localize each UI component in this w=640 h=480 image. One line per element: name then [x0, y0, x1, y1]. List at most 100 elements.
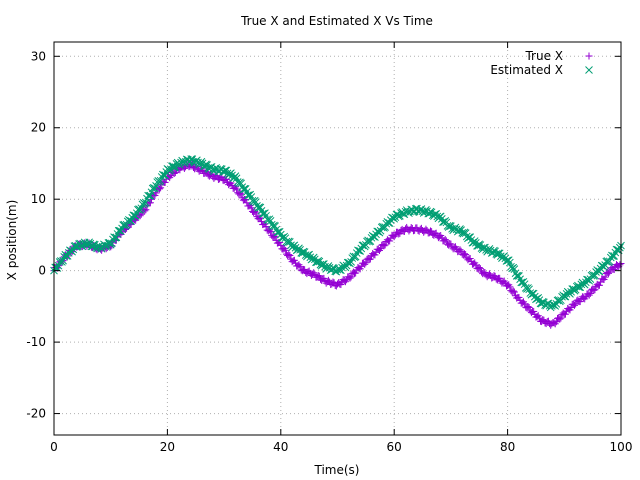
data-point-estimated-x: [544, 299, 553, 308]
data-point-estimated-x: [305, 250, 314, 259]
data-point-estimated-x: [491, 247, 499, 256]
data-point-true-x: [441, 235, 449, 243]
data-point-estimated-x: [207, 163, 216, 171]
y-tick-label: 0: [38, 264, 46, 278]
data-point-estimated-x: [457, 226, 465, 234]
legend-marker-cross: [585, 66, 593, 74]
x-tick-label: 40: [273, 440, 288, 454]
data-point-true-x: [585, 291, 593, 299]
data-point-true-x: [466, 255, 474, 263]
data-point-estimated-x: [504, 256, 513, 264]
data-point-true-x: [485, 270, 493, 278]
data-point-true-x: [556, 315, 564, 323]
legend-marker-true-x: [585, 52, 593, 60]
series-true-x: [50, 160, 625, 329]
data-point-true-x: [571, 301, 579, 309]
data-point-estimated-x: [496, 252, 505, 261]
data-point-true-x: [535, 314, 543, 322]
data-point-estimated-x: [223, 169, 232, 178]
legend-label-true-x: True X: [524, 49, 563, 63]
chart-title: True X and Estimated X Vs Time: [240, 14, 433, 28]
legend-marker-plus: [585, 52, 593, 60]
data-point-estimated-x: [89, 240, 98, 249]
data-point-true-x: [346, 274, 354, 282]
data-point-estimated-x: [70, 242, 79, 251]
data-point-true-x: [366, 255, 374, 263]
data-point-true-x: [310, 269, 318, 277]
data-point-true-x: [141, 207, 149, 215]
data-point-estimated-x: [577, 280, 586, 289]
data-point-true-x: [525, 304, 533, 312]
data-point-true-x: [510, 288, 518, 296]
series-estimated-x: [50, 155, 625, 312]
x-tick-label: 20: [160, 440, 175, 454]
data-point-true-x: [442, 237, 450, 245]
data-point-true-x: [524, 303, 532, 311]
data-point-true-x: [365, 256, 373, 264]
data-point-estimated-x: [261, 209, 269, 218]
data-point-true-x: [496, 274, 504, 282]
data-point-true-x: [601, 273, 609, 281]
data-point-true-x: [476, 265, 484, 273]
data-point-true-x: [586, 289, 594, 297]
data-point-true-x: [262, 223, 270, 231]
data-point-true-x: [576, 298, 584, 306]
data-point-true-x: [281, 246, 289, 254]
data-point-estimated-x: [616, 243, 624, 252]
data-point-estimated-x: [566, 290, 574, 298]
y-tick-label: -20: [26, 407, 46, 421]
data-point-true-x: [286, 252, 294, 260]
data-point-true-x: [509, 287, 517, 295]
axis-ticks: 0 20 40 60 80 100 -20 -10 0 10 20 30: [26, 42, 632, 454]
data-point-true-x: [461, 250, 469, 258]
data-point-true-x: [390, 233, 398, 241]
data-point-true-x: [426, 227, 434, 235]
data-point-true-x: [180, 164, 188, 172]
data-point-true-x: [352, 269, 360, 277]
data-point-true-x: [590, 286, 598, 294]
data-point-true-x: [462, 251, 470, 259]
data-point-true-x: [270, 232, 278, 240]
data-point-true-x: [595, 281, 603, 289]
data-point-estimated-x: [258, 209, 267, 218]
data-point-true-x: [422, 225, 430, 233]
data-point-true-x: [171, 169, 179, 177]
data-point-true-x: [247, 204, 255, 212]
data-point-estimated-x: [519, 277, 528, 286]
data-point-estimated-x: [255, 203, 264, 211]
data-point-estimated-x: [131, 212, 140, 220]
y-tick-label: 20: [31, 121, 46, 135]
data-point-estimated-x: [151, 184, 159, 193]
data-point-true-x: [380, 242, 388, 250]
data-point-estimated-x: [290, 241, 299, 250]
data-point-true-x: [475, 264, 483, 272]
data-point-estimated-x: [145, 191, 154, 200]
data-point-true-x: [561, 310, 569, 318]
data-point-true-x: [377, 245, 385, 253]
data-point-true-x: [202, 168, 210, 176]
legend-marker-estimated-x: [585, 66, 593, 74]
data-point-estimated-x: [114, 226, 123, 235]
data-point-estimated-x: [246, 190, 255, 199]
data-point-true-x: [362, 259, 370, 267]
y-tick-label: 10: [31, 192, 46, 206]
y-tick-label: -10: [26, 335, 46, 349]
data-point-true-x: [324, 276, 332, 284]
legend-label-estimated-x: Estimated X: [490, 63, 563, 77]
x-tick-label: 100: [610, 440, 633, 454]
x-axis-label: Time(s): [314, 463, 360, 477]
x-tick-label: 60: [387, 440, 402, 454]
data-point-true-x: [233, 185, 241, 193]
data-point-true-x: [605, 269, 613, 277]
data-point-estimated-x: [98, 242, 107, 251]
data-point-estimated-x: [160, 171, 168, 180]
data-point-true-x: [456, 246, 464, 254]
x-tick-label: 0: [50, 440, 58, 454]
data-point-true-x: [361, 260, 369, 268]
data-point-true-x: [347, 273, 355, 281]
data-point-true-x: [447, 240, 455, 248]
data-point-true-x: [329, 278, 337, 286]
data-point-estimated-x: [417, 205, 426, 213]
y-tick-label: 30: [31, 49, 46, 63]
data-point-estimated-x: [447, 222, 455, 231]
